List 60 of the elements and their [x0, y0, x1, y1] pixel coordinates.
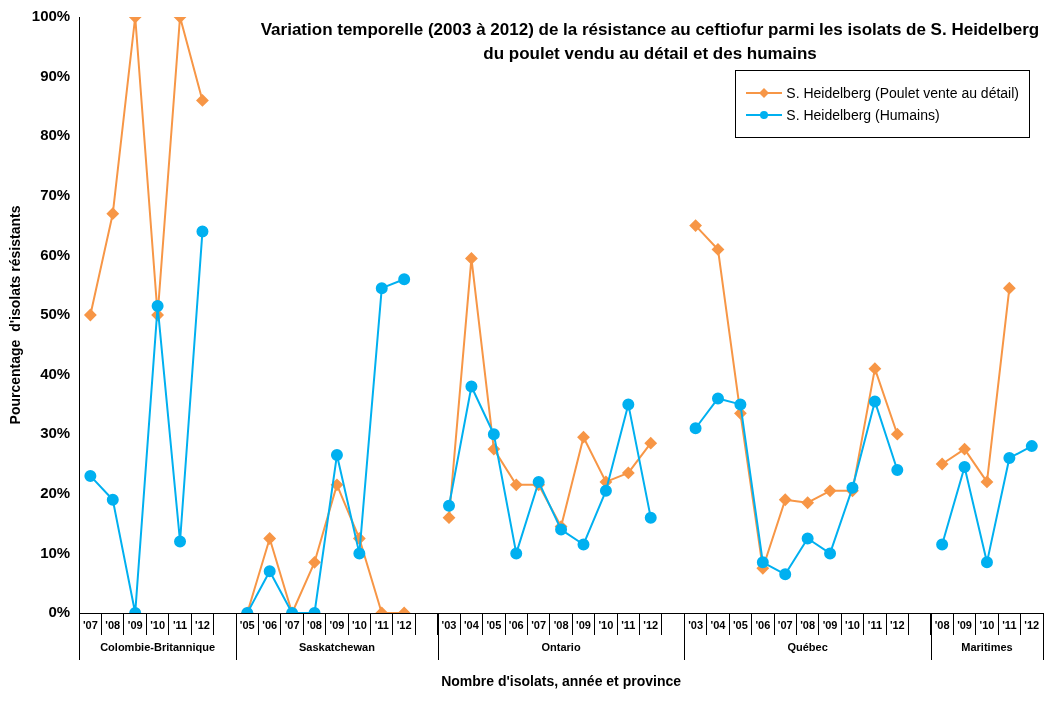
y-tick-label: 20% — [40, 483, 71, 501]
x-tick-label: '04 — [463, 618, 480, 631]
legend-label: S. Heidelberg (Humains) — [786, 107, 940, 123]
x-tick-label: '10 — [150, 618, 166, 631]
x-tick-label: '11 — [621, 618, 636, 631]
x-tick-label: '09 — [127, 618, 143, 631]
x-tick-label: '05 — [732, 618, 748, 631]
y-tick-label: 60% — [40, 245, 71, 263]
text: Saskatchewan — [299, 641, 376, 654]
x-tick-label: '11 — [172, 618, 188, 631]
legend-label: S. Heidelberg (Poulet vente au détail) — [786, 85, 1019, 101]
y-tick-label: 100% — [31, 7, 71, 25]
x-tick-label: '07 — [531, 618, 547, 631]
x-tick-label: '12 — [1024, 618, 1040, 631]
text: Colombie-Britannique — [100, 641, 216, 654]
text: Ontario — [541, 641, 581, 654]
text: Québec — [787, 641, 828, 654]
x-tick-label: '07 — [82, 618, 98, 631]
x-tick-label: '08 — [934, 618, 950, 631]
x-tick-label: '12 — [643, 618, 659, 631]
x-tick-label: '09 — [822, 618, 838, 631]
y-axis-title: Pourcentage d'isolats résistants — [7, 205, 24, 425]
x-tick-label: '10 — [845, 618, 860, 631]
x-tick-label: '12 — [889, 618, 905, 631]
y-tick-label: 40% — [40, 364, 71, 382]
x-tick-label: '07 — [777, 618, 793, 631]
x-tick-label: '06 — [508, 618, 524, 631]
x-tick-label: '12 — [195, 618, 210, 631]
x-tick-label: '10 — [979, 618, 995, 631]
x-tick-label: '12 — [396, 618, 412, 631]
x-tick-label: '06 — [262, 618, 278, 631]
x-tick-label: '08 — [553, 618, 569, 631]
x-tick-label: '08 — [800, 618, 816, 631]
x-tick-label: '09 — [329, 618, 345, 631]
x-tick-label: '03 — [688, 618, 703, 631]
x-tick-label: '04 — [710, 618, 727, 631]
y-tick-label: 90% — [40, 66, 71, 84]
text: Maritimes — [961, 641, 1013, 654]
x-tick-label: '09 — [957, 618, 972, 631]
x-tick-label: '11 — [867, 618, 883, 631]
x-tick-label: '03 — [441, 618, 457, 631]
x-tick-label: '10 — [598, 618, 614, 631]
x-tick-label: '08 — [307, 618, 322, 631]
x-tick-label: '05 — [486, 618, 502, 631]
y-tick-label: 70% — [40, 185, 71, 203]
x-axis-title: Nombre d'isolats, année et province — [441, 673, 682, 690]
x-tick-label: '08 — [105, 618, 121, 631]
y-tick-label: 50% — [40, 305, 71, 323]
x-tick-label: '05 — [239, 618, 255, 631]
y-tick-label: 10% — [40, 543, 71, 561]
x-tick-label: '07 — [284, 618, 300, 631]
x-tick-label: '11 — [374, 618, 389, 631]
x-tick-label: '11 — [1002, 618, 1017, 631]
text: Variation temporelle (2003 à 2012) de la résistance au ceftiofur parmi les isolats de S. Heidelberg du poulet vendu au détail et des humains — [259, 19, 1041, 65]
y-tick-label: 30% — [40, 424, 71, 442]
x-tick-label: '09 — [576, 618, 591, 631]
x-tick-label: '10 — [351, 618, 367, 631]
y-tick-label: 0% — [48, 603, 71, 621]
x-tick-label: '06 — [755, 618, 771, 631]
y-tick-label: 80% — [40, 126, 71, 144]
